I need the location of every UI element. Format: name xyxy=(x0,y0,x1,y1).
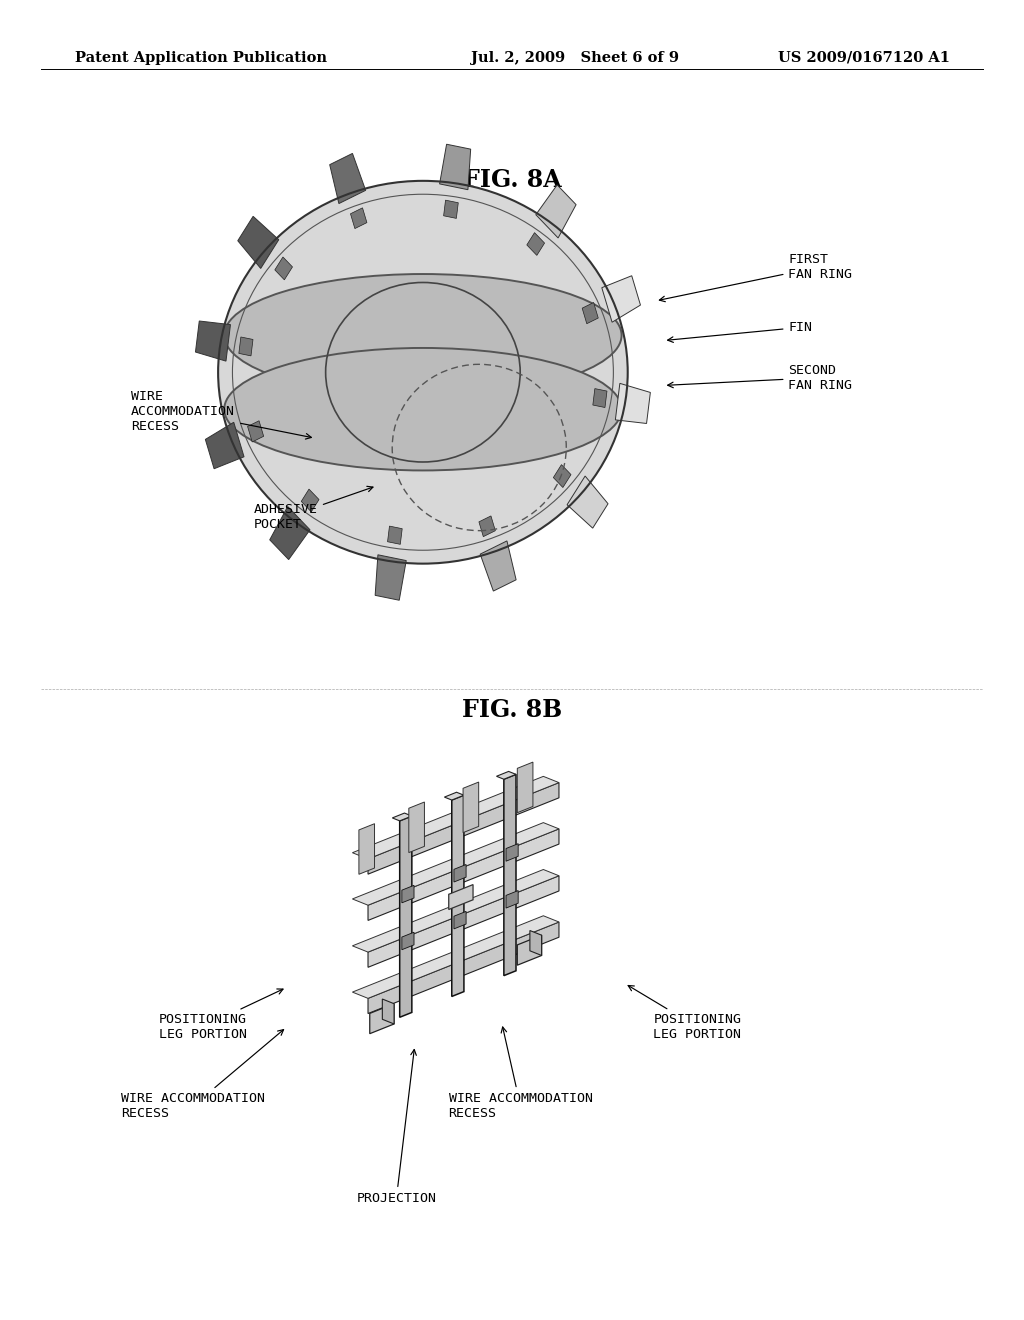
Text: Patent Application Publication: Patent Application Publication xyxy=(75,50,327,65)
Polygon shape xyxy=(401,886,414,903)
Polygon shape xyxy=(463,781,478,833)
Polygon shape xyxy=(399,816,412,1018)
Polygon shape xyxy=(352,776,559,859)
Polygon shape xyxy=(517,762,532,813)
Ellipse shape xyxy=(224,275,622,396)
Polygon shape xyxy=(370,1003,394,1034)
Polygon shape xyxy=(454,911,466,929)
Polygon shape xyxy=(375,554,407,601)
Text: Jul. 2, 2009   Sheet 6 of 9: Jul. 2, 2009 Sheet 6 of 9 xyxy=(471,50,679,65)
Ellipse shape xyxy=(335,292,510,453)
Polygon shape xyxy=(368,783,559,874)
Polygon shape xyxy=(392,813,412,821)
Polygon shape xyxy=(536,185,577,238)
Polygon shape xyxy=(479,516,496,537)
Text: PROJECTION: PROJECTION xyxy=(356,1049,436,1205)
Polygon shape xyxy=(506,843,518,861)
Polygon shape xyxy=(443,201,459,218)
Polygon shape xyxy=(330,153,366,203)
Ellipse shape xyxy=(218,181,628,564)
Polygon shape xyxy=(401,932,414,949)
Text: FIG. 8B: FIG. 8B xyxy=(462,698,562,722)
Polygon shape xyxy=(504,775,516,975)
Polygon shape xyxy=(567,477,608,528)
Polygon shape xyxy=(248,421,263,442)
Polygon shape xyxy=(452,795,464,997)
Polygon shape xyxy=(206,422,244,469)
Polygon shape xyxy=(358,824,375,874)
Polygon shape xyxy=(368,829,559,920)
Text: US 2009/0167120 A1: US 2009/0167120 A1 xyxy=(778,50,950,65)
Polygon shape xyxy=(409,803,424,853)
Polygon shape xyxy=(269,507,310,560)
Polygon shape xyxy=(368,921,559,1014)
Polygon shape xyxy=(480,541,516,591)
Text: SECOND
FAN RING: SECOND FAN RING xyxy=(668,363,852,392)
Polygon shape xyxy=(615,383,650,424)
Polygon shape xyxy=(274,257,293,280)
Polygon shape xyxy=(517,935,542,965)
Text: WIRE ACCOMMODATION
RECESS: WIRE ACCOMMODATION RECESS xyxy=(121,1030,284,1121)
Polygon shape xyxy=(352,916,559,998)
Polygon shape xyxy=(506,891,518,908)
Polygon shape xyxy=(352,870,559,952)
Text: FIRST
FAN RING: FIRST FAN RING xyxy=(659,252,852,302)
Text: POSITIONING
LEG PORTION: POSITIONING LEG PORTION xyxy=(628,986,741,1041)
Polygon shape xyxy=(350,207,367,228)
Text: WIRE ACCOMMODATION
RECESS: WIRE ACCOMMODATION RECESS xyxy=(449,1027,593,1121)
Polygon shape xyxy=(196,321,230,362)
Polygon shape xyxy=(238,216,279,268)
Polygon shape xyxy=(602,276,640,322)
Polygon shape xyxy=(301,490,319,512)
Polygon shape xyxy=(454,865,466,882)
Polygon shape xyxy=(553,465,571,487)
Ellipse shape xyxy=(224,348,622,470)
Polygon shape xyxy=(387,527,402,544)
Polygon shape xyxy=(593,388,607,408)
Polygon shape xyxy=(368,875,559,968)
Polygon shape xyxy=(439,144,471,190)
Polygon shape xyxy=(449,884,473,909)
Polygon shape xyxy=(583,302,598,323)
Polygon shape xyxy=(497,771,516,779)
Polygon shape xyxy=(382,999,394,1024)
Polygon shape xyxy=(239,337,253,356)
Text: POSITIONING
LEG PORTION: POSITIONING LEG PORTION xyxy=(159,989,283,1041)
Polygon shape xyxy=(529,931,542,956)
Text: ADHESIVE
POCKET: ADHESIVE POCKET xyxy=(254,486,373,532)
Polygon shape xyxy=(352,822,559,906)
Text: FIN: FIN xyxy=(668,321,812,342)
Polygon shape xyxy=(526,232,545,255)
Text: WIRE
ACCOMMODATION
RECESS: WIRE ACCOMMODATION RECESS xyxy=(131,391,311,440)
Text: FIG. 8A: FIG. 8A xyxy=(463,168,561,191)
Polygon shape xyxy=(444,792,464,800)
